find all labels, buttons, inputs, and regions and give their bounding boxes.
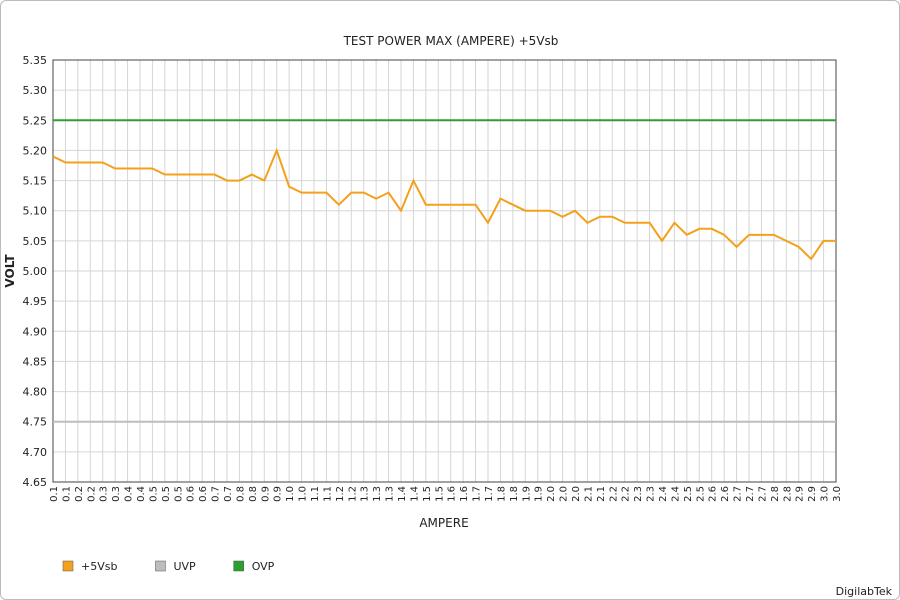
x-tick-label: 2.7: [745, 486, 756, 502]
footer: DigilabTek: [836, 585, 893, 598]
x-tick-label: 0.7: [211, 486, 222, 502]
y-tick-label: 4.90: [23, 325, 48, 338]
y-tick-label: 5.35: [23, 54, 48, 67]
x-tick-label: 2.4: [658, 486, 669, 502]
x-tick-label: 3.0: [832, 486, 843, 502]
y-tick-label: 5.05: [23, 235, 48, 248]
x-tick-label: 0.5: [148, 486, 159, 502]
x-tick-label: 2.0: [559, 486, 570, 502]
x-tick-label: 0.1: [61, 486, 72, 502]
x-tick-label: 1.4: [409, 486, 420, 502]
x-tick-label: 1.5: [422, 486, 433, 502]
x-tick-label: 1.4: [397, 486, 408, 502]
x-tick-label: 1.2: [347, 486, 358, 502]
x-tick-label: 1.1: [322, 486, 333, 502]
x-tick-label: 3.0: [820, 486, 831, 502]
x-tick-label: 1.3: [372, 486, 383, 502]
x-tick-label: 0.3: [99, 486, 110, 502]
plot-border: [52, 59, 837, 483]
y-tick-label: 5.25: [23, 114, 48, 127]
x-tick-label: 0.9: [260, 486, 271, 502]
x-tick-label: 0.8: [235, 486, 246, 502]
x-tick-label: 0.2: [74, 486, 85, 502]
x-tick-label: 1.5: [434, 486, 445, 502]
y-tick-label: 4.75: [23, 416, 48, 429]
x-tick-label: 0.1: [49, 486, 60, 502]
x-tick-label: 0.4: [124, 486, 135, 502]
x-tick-label: 2.0: [546, 486, 557, 502]
x-tick-label: 1.6: [459, 486, 470, 502]
x-tick-label: 2.9: [795, 486, 806, 502]
x-tick-label: 1.9: [534, 486, 545, 502]
x-tick-label: 0.5: [161, 486, 172, 502]
x-tick-label: 1.7: [484, 486, 495, 502]
y-axis-label: VOLT: [3, 254, 17, 288]
y-tick-label: 5.20: [23, 144, 48, 157]
y-tick-label: 5.10: [23, 205, 48, 218]
x-tick-label: 0.5: [173, 486, 184, 502]
y-tick-label: 5.00: [23, 265, 48, 278]
x-tick-label: 0.9: [273, 486, 284, 502]
x-tick-label: 1.3: [385, 486, 396, 502]
x-tick-label: 2.6: [720, 486, 731, 502]
x-tick-label: 0.8: [248, 486, 259, 502]
legend-swatch: [155, 560, 166, 572]
x-tick-label: 2.8: [782, 486, 793, 502]
x-tick-label: 1.2: [335, 486, 346, 502]
x-tick-label: 0.6: [186, 486, 197, 502]
x-tick-label: 1.8: [509, 486, 520, 502]
x-tick-label: 1.0: [285, 486, 296, 502]
x-tick-label: 2.7: [757, 486, 768, 502]
legend-swatch: [62, 560, 74, 572]
x-tick-label: 2.5: [695, 486, 706, 502]
x-tick-label: 1.1: [310, 486, 321, 502]
x-axis-label: AMPERE: [419, 516, 468, 530]
y-tick-label: 5.30: [23, 84, 48, 97]
y-tick-label: 4.65: [23, 476, 48, 489]
x-tick-label: 2.3: [633, 486, 644, 502]
x-tick-label: 0.4: [136, 486, 147, 502]
x-tick-label: 0.6: [198, 486, 209, 502]
x-tick-label: 2.2: [608, 486, 619, 502]
legend-swatch: [233, 560, 244, 572]
x-tick-label: 1.7: [472, 486, 483, 502]
series-line: [52, 147, 836, 261]
x-tick-label: 2.3: [646, 486, 657, 502]
x-tick-label: 1.8: [496, 486, 507, 502]
x-tick-label: 2.6: [708, 486, 719, 502]
x-tick-label: 2.5: [683, 486, 694, 502]
x-tick-label: 2.9: [807, 486, 818, 502]
x-tick-label: 2.4: [670, 486, 681, 502]
y-tick-label: 5.15: [23, 175, 48, 188]
legend-label: OVP: [252, 560, 275, 573]
x-tick-label: 0.2: [86, 486, 97, 502]
y-tick-label: 4.85: [23, 355, 48, 368]
x-tick-label: 0.3: [111, 486, 122, 502]
legend-label: UVP: [173, 560, 196, 573]
x-tick-label: 1.3: [360, 486, 371, 502]
x-tick-label: 2.0: [571, 486, 582, 502]
x-tick-label: 2.1: [583, 486, 594, 502]
x-tick-label: 1.6: [447, 486, 458, 502]
x-tick-label: 2.1: [596, 486, 607, 502]
x-tick-label: 2.2: [621, 486, 632, 502]
y-tick-label: 4.70: [23, 446, 48, 459]
chart-title: TEST POWER MAX (AMPERE) +5Vsb: [343, 34, 559, 48]
y-tick-label: 4.80: [23, 386, 48, 399]
y-tick-label: 4.95: [23, 295, 48, 308]
x-tick-label: 2.7: [733, 486, 744, 502]
x-tick-label: 2.8: [770, 486, 781, 502]
x-tick-label: 0.7: [223, 486, 234, 502]
x-tick-label: 1.0: [298, 486, 309, 502]
legend-label: +5Vsb: [81, 560, 117, 573]
x-tick-label: 1.9: [521, 486, 532, 502]
